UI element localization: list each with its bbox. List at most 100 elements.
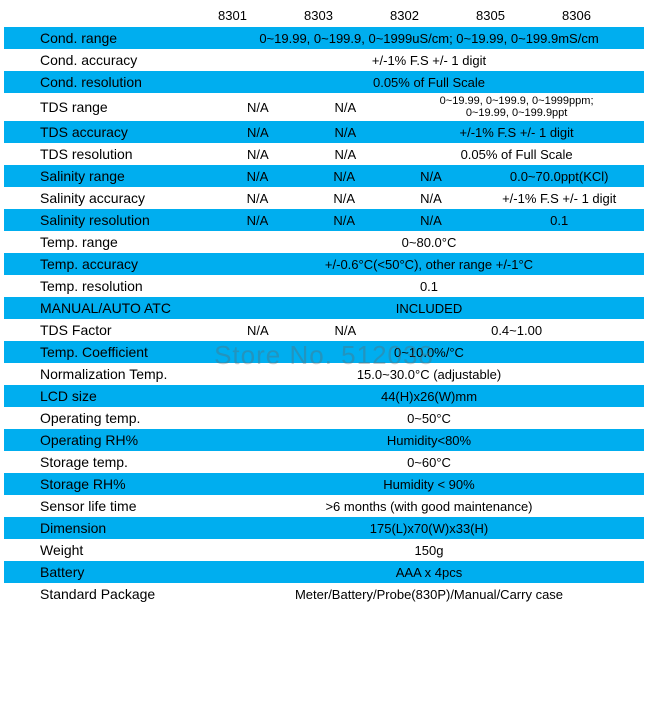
header-col: 8306 — [558, 6, 644, 25]
table-row: TDS resolutionN/AN/A0.05% of Full Scale — [4, 143, 644, 165]
cell: 0.4~1.00 — [389, 321, 644, 340]
cell: N/A — [214, 189, 301, 208]
cell: N/A — [214, 98, 302, 117]
table-row: Standard PackageMeter/Battery/Probe(830P… — [4, 583, 644, 605]
table-row: TDS FactorN/AN/A0.4~1.00 — [4, 319, 644, 341]
table-row: Salinity accuracyN/AN/AN/A+/-1% F.S +/- … — [4, 187, 644, 209]
header-spacer — [4, 6, 214, 25]
row-value: 150g — [214, 543, 644, 558]
row-label: Dimension — [4, 517, 214, 539]
row-value: 15.0~30.0°C (adjustable) — [214, 367, 644, 382]
table-row: Dimension175(L)x70(W)x33(H) — [4, 517, 644, 539]
table-row: Sensor life time>6 months (with good mai… — [4, 495, 644, 517]
table-row: Storage temp.0~60°C — [4, 451, 644, 473]
table-row: Temp. range0~80.0°C — [4, 231, 644, 253]
row-value: +/-0.6°C(<50°C), other range +/-1°C — [214, 257, 644, 272]
row-value: N/AN/A0.4~1.00 — [214, 321, 644, 340]
table-row: Cond. resolution0.05% of Full Scale — [4, 71, 644, 93]
row-value: AAA x 4pcs — [214, 565, 644, 580]
cell: N/A — [388, 167, 475, 186]
cell: N/A — [302, 98, 390, 117]
header-col: 8305 — [472, 6, 558, 25]
row-value: 0~80.0°C — [214, 235, 644, 250]
row-value: 0.05% of Full Scale — [214, 75, 644, 90]
row-value: 44(H)x26(W)mm — [214, 389, 644, 404]
table-row: Operating RH%Humidity<80% — [4, 429, 644, 451]
row-value: N/AN/A+/-1% F.S +/- 1 digit — [214, 123, 644, 142]
cell: 0~19.99, 0~199.9, 0~1999ppm;0~19.99, 0~1… — [389, 93, 644, 121]
cell: N/A — [302, 321, 390, 340]
cell: +/-1% F.S +/- 1 digit — [389, 123, 644, 142]
table-row: Weight150g — [4, 539, 644, 561]
row-value: Meter/Battery/Probe(830P)/Manual/Carry c… — [214, 587, 644, 602]
cell: N/A — [302, 145, 390, 164]
row-label: TDS resolution — [4, 143, 214, 165]
row-value: 0.1 — [214, 279, 644, 294]
table-row: Cond. range0~19.99, 0~199.9, 0~1999uS/cm… — [4, 27, 644, 49]
table-row: Salinity rangeN/AN/AN/A0.0~70.0ppt(KCl) — [4, 165, 644, 187]
cell: N/A — [301, 189, 388, 208]
row-value: 175(L)x70(W)x33(H) — [214, 521, 644, 536]
row-label: Temp. range — [4, 231, 214, 253]
table-row: Normalization Temp.15.0~30.0°C (adjustab… — [4, 363, 644, 385]
cell: 0.05% of Full Scale — [389, 145, 644, 164]
table-row: Cond. accuracy+/-1% F.S +/- 1 digit — [4, 49, 644, 71]
table-row: TDS rangeN/AN/A0~19.99, 0~199.9, 0~1999p… — [4, 93, 644, 121]
row-label: Temp. accuracy — [4, 253, 214, 275]
table-row: BatteryAAA x 4pcs — [4, 561, 644, 583]
row-label: Weight — [4, 539, 214, 561]
row-label: Temp. resolution — [4, 275, 214, 297]
row-label: Normalization Temp. — [4, 363, 214, 385]
row-value: INCLUDED — [214, 301, 644, 316]
table-row: TDS accuracyN/AN/A+/-1% F.S +/- 1 digit — [4, 121, 644, 143]
row-label: Cond. range — [4, 27, 214, 49]
row-label: Storage temp. — [4, 451, 214, 473]
header-col: 8303 — [300, 6, 386, 25]
table-row: Storage RH%Humidity < 90% — [4, 473, 644, 495]
row-value: N/AN/AN/A+/-1% F.S +/- 1 digit — [214, 189, 644, 208]
table-row: Salinity resolutionN/AN/AN/A0.1 — [4, 209, 644, 231]
row-value: Humidity < 90% — [214, 477, 644, 492]
cell: N/A — [214, 167, 301, 186]
row-label: Temp. Coefficient — [4, 341, 214, 363]
spec-table: 83018303830283058306 Cond. range0~19.99,… — [0, 0, 648, 611]
table-row: MANUAL/AUTO ATCINCLUDED — [4, 297, 644, 319]
row-label: TDS accuracy — [4, 121, 214, 143]
row-label: Sensor life time — [4, 495, 214, 517]
row-value: 0~19.99, 0~199.9, 0~1999uS/cm; 0~19.99, … — [214, 31, 644, 46]
row-label: Operating temp. — [4, 407, 214, 429]
row-value: N/AN/AN/A0.0~70.0ppt(KCl) — [214, 167, 644, 186]
cell: N/A — [388, 189, 475, 208]
row-value: N/AN/A0.05% of Full Scale — [214, 145, 644, 164]
row-label: TDS Factor — [4, 319, 214, 341]
cell: N/A — [214, 145, 302, 164]
cell: N/A — [302, 123, 390, 142]
row-value: N/AN/A0~19.99, 0~199.9, 0~1999ppm;0~19.9… — [214, 93, 644, 121]
row-value: N/AN/AN/A0.1 — [214, 211, 644, 230]
row-label: Battery — [4, 561, 214, 583]
cell: N/A — [214, 123, 302, 142]
cell: +/-1% F.S +/- 1 digit — [474, 189, 644, 208]
table-row: Temp. accuracy+/-0.6°C(<50°C), other ran… — [4, 253, 644, 275]
table-row: Operating temp.0~50°C — [4, 407, 644, 429]
header-row: 83018303830283058306 — [4, 6, 644, 25]
row-label: Salinity accuracy — [4, 187, 214, 209]
table-row: Temp. Coefficient0~10.0%/°C — [4, 341, 644, 363]
row-value: 0~10.0%/°C — [214, 345, 644, 360]
row-label: LCD size — [4, 385, 214, 407]
row-label: TDS range — [4, 96, 214, 118]
table-row: LCD size44(H)x26(W)mm — [4, 385, 644, 407]
cell: N/A — [301, 167, 388, 186]
cell: N/A — [301, 211, 388, 230]
header-columns: 83018303830283058306 — [214, 6, 644, 25]
header-col: 8301 — [214, 6, 300, 25]
header-col: 8302 — [386, 6, 472, 25]
cell: 0.0~70.0ppt(KCl) — [474, 167, 644, 186]
row-value: >6 months (with good maintenance) — [214, 499, 644, 514]
row-value: 0~50°C — [214, 411, 644, 426]
table-row: Temp. resolution0.1 — [4, 275, 644, 297]
row-label: Cond. resolution — [4, 71, 214, 93]
row-label: Operating RH% — [4, 429, 214, 451]
row-label: Standard Package — [4, 583, 214, 605]
row-value: Humidity<80% — [214, 433, 644, 448]
